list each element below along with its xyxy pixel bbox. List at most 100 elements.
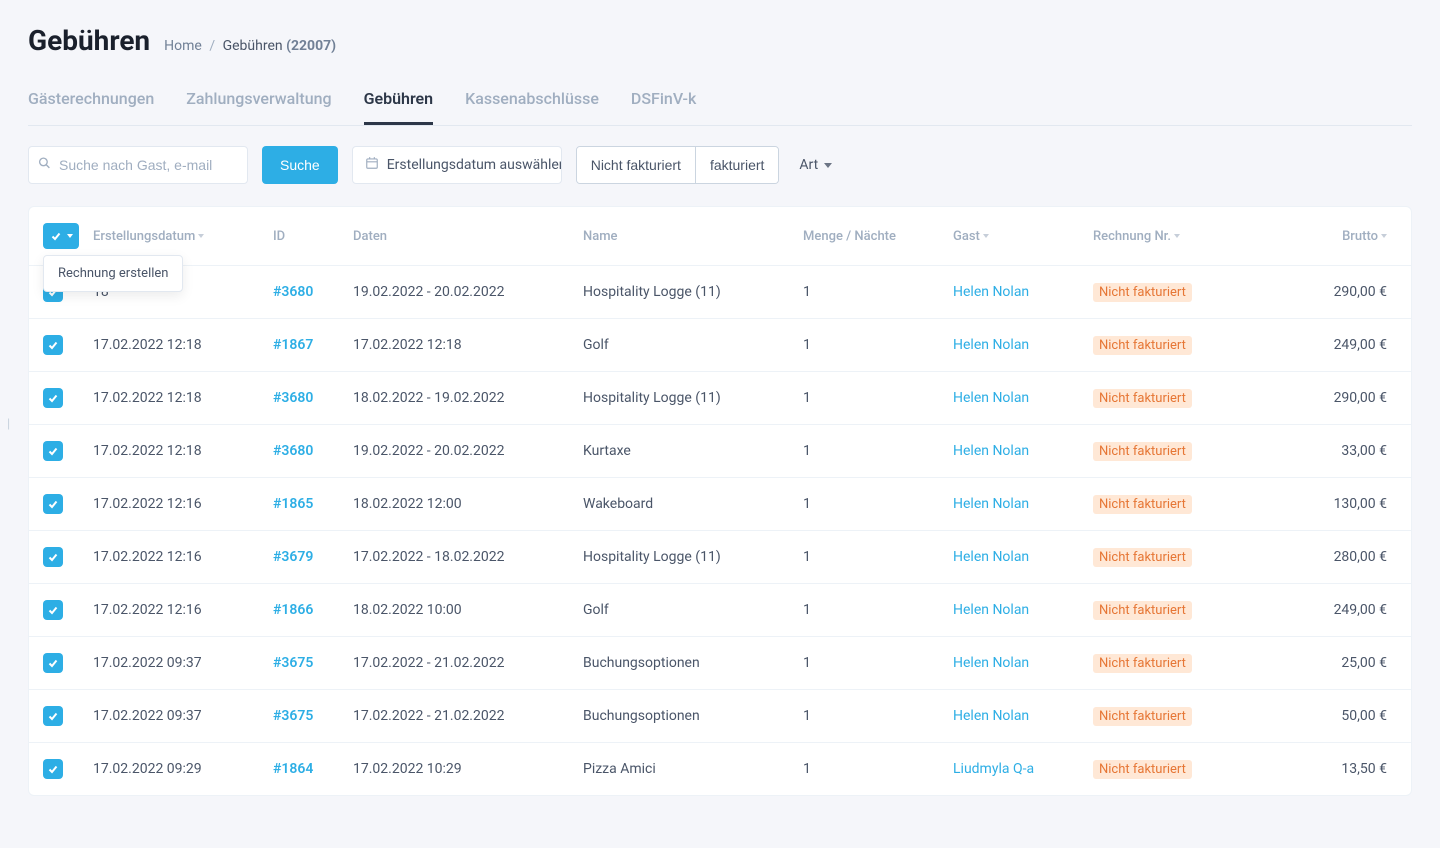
cell-amount: 130,00 €: [1229, 478, 1411, 531]
date-range-label: Erstellungsdatum auswählen: [387, 157, 562, 173]
invoice-status-badge: Nicht fakturiert: [1093, 601, 1192, 620]
cell-qty: 1: [789, 531, 939, 584]
cell-guest-link[interactable]: Helen Nolan: [953, 708, 1029, 724]
col-gross[interactable]: Brutto: [1229, 207, 1411, 266]
row-checkbox[interactable]: [43, 388, 63, 408]
invoice-status-filter: Nicht fakturiert fakturiert: [576, 146, 780, 184]
invoice-status-badge: Nicht fakturiert: [1093, 283, 1192, 302]
cell-id-link[interactable]: #1866: [273, 602, 313, 618]
tabs: Gästerechnungen Zahlungsverwaltung Gebüh…: [28, 79, 1412, 126]
cell-guest-link[interactable]: Helen Nolan: [953, 602, 1029, 618]
cell-id-link[interactable]: #1865: [273, 496, 313, 512]
cell-id-link[interactable]: #3675: [273, 655, 313, 671]
cell-guest-link[interactable]: Helen Nolan: [953, 337, 1029, 353]
cell-range: 17.02.2022 - 18.02.2022: [339, 531, 569, 584]
row-checkbox[interactable]: [43, 653, 63, 673]
tab-dsfinvk[interactable]: DSFinV-k: [631, 79, 696, 125]
breadcrumb-current: Gebühren: [223, 38, 283, 54]
row-checkbox[interactable]: [43, 759, 63, 779]
cell-range: 18.02.2022 - 19.02.2022: [339, 372, 569, 425]
col-guest[interactable]: Gast: [939, 207, 1079, 266]
cell-amount: 25,00 €: [1229, 637, 1411, 690]
cell-guest-link[interactable]: Liudmyla Q-a: [953, 761, 1034, 777]
breadcrumb-home[interactable]: Home: [164, 38, 202, 54]
cell-id-link[interactable]: #1864: [273, 761, 313, 777]
fees-table: Rechnung erstellen Erstellungsdatum ID D…: [28, 206, 1412, 796]
row-checkbox[interactable]: [43, 494, 63, 514]
cell-name: Buchungsoptionen: [569, 690, 789, 743]
tab-guest-invoices[interactable]: Gästerechnungen: [28, 79, 154, 125]
tab-cash-closings[interactable]: Kassenabschlüsse: [465, 79, 599, 125]
cell-range: 18.02.2022 12:00: [339, 478, 569, 531]
col-qty[interactable]: Menge / Nächte: [789, 207, 939, 266]
cell-guest-link[interactable]: Helen Nolan: [953, 496, 1029, 512]
invoice-status-badge: Nicht fakturiert: [1093, 495, 1192, 514]
cell-qty: 1: [789, 690, 939, 743]
table-row: 18 #3680 19.02.2022 - 20.02.2022 Hospita…: [29, 266, 1411, 319]
cell-range: 19.02.2022 - 20.02.2022: [339, 425, 569, 478]
cell-amount: 290,00 €: [1229, 266, 1411, 319]
cell-id-link[interactable]: #3675: [273, 708, 313, 724]
search-button[interactable]: Suche: [262, 146, 338, 184]
cell-id-link[interactable]: #3680: [273, 284, 313, 300]
cell-guest-link[interactable]: Helen Nolan: [953, 549, 1029, 565]
col-name[interactable]: Name: [569, 207, 789, 266]
cell-name: Hospitality Logge (11): [569, 531, 789, 584]
cell-created: 17.02.2022 12:16: [79, 478, 259, 531]
col-id[interactable]: ID: [259, 207, 339, 266]
cell-name: Golf: [569, 584, 789, 637]
filter-invoiced[interactable]: fakturiert: [696, 147, 778, 183]
filter-not-invoiced[interactable]: Nicht fakturiert: [577, 147, 696, 183]
table-row: 17.02.2022 12:16 #1866 18.02.2022 10:00 …: [29, 584, 1411, 637]
cell-qty: 1: [789, 584, 939, 637]
row-checkbox[interactable]: [43, 335, 63, 355]
cell-created: 17.02.2022 12:18: [79, 319, 259, 372]
cell-id-link[interactable]: #1867: [273, 337, 313, 353]
sidebar-handle[interactable]: ||: [0, 409, 14, 439]
cell-amount: 290,00 €: [1229, 372, 1411, 425]
row-checkbox[interactable]: [43, 547, 63, 567]
cell-guest-link[interactable]: Helen Nolan: [953, 655, 1029, 671]
cell-name: Buchungsoptionen: [569, 637, 789, 690]
cell-amount: 33,00 €: [1229, 425, 1411, 478]
tab-payment-mgmt[interactable]: Zahlungsverwaltung: [186, 79, 331, 125]
table-row: 17.02.2022 09:29 #1864 17.02.2022 10:29 …: [29, 743, 1411, 796]
invoice-status-badge: Nicht fakturiert: [1093, 548, 1192, 567]
cell-range: 18.02.2022 10:00: [339, 584, 569, 637]
cell-created: 17.02.2022 09:29: [79, 743, 259, 796]
bulk-action-menu: Rechnung erstellen: [43, 255, 183, 292]
cell-id-link[interactable]: #3679: [273, 549, 313, 565]
calendar-icon: [365, 156, 379, 174]
cell-amount: 249,00 €: [1229, 319, 1411, 372]
cell-guest-link[interactable]: Helen Nolan: [953, 390, 1029, 406]
table-row: 17.02.2022 09:37 #3675 17.02.2022 - 21.0…: [29, 690, 1411, 743]
cell-guest-link[interactable]: Helen Nolan: [953, 284, 1029, 300]
menu-create-invoice[interactable]: Rechnung erstellen: [58, 266, 168, 281]
cell-qty: 1: [789, 319, 939, 372]
cell-id-link[interactable]: #3680: [273, 443, 313, 459]
cell-qty: 1: [789, 266, 939, 319]
type-dropdown[interactable]: Art: [793, 157, 838, 173]
cell-range: 19.02.2022 - 20.02.2022: [339, 266, 569, 319]
cell-created: 17.02.2022 09:37: [79, 690, 259, 743]
row-checkbox[interactable]: [43, 441, 63, 461]
search-input[interactable]: [28, 146, 248, 184]
select-all-checkbox[interactable]: [47, 227, 65, 245]
cell-created: 17.02.2022 12:16: [79, 584, 259, 637]
chevron-down-icon: [824, 163, 832, 168]
cell-amount: 280,00 €: [1229, 531, 1411, 584]
date-range-picker[interactable]: Erstellungsdatum auswählen: [352, 146, 562, 184]
invoice-status-badge: Nicht fakturiert: [1093, 389, 1192, 408]
type-dropdown-label: Art: [799, 157, 818, 173]
cell-qty: 1: [789, 372, 939, 425]
col-invoice[interactable]: Rechnung Nr.: [1079, 207, 1229, 266]
select-all-dropdown[interactable]: Rechnung erstellen: [43, 223, 79, 249]
tab-fees[interactable]: Gebühren: [364, 79, 434, 125]
row-checkbox[interactable]: [43, 706, 63, 726]
col-dates[interactable]: Daten: [339, 207, 569, 266]
cell-id-link[interactable]: #3680: [273, 390, 313, 406]
page-title: Gebühren: [28, 24, 150, 57]
cell-guest-link[interactable]: Helen Nolan: [953, 443, 1029, 459]
row-checkbox[interactable]: [43, 600, 63, 620]
cell-amount: 249,00 €: [1229, 584, 1411, 637]
